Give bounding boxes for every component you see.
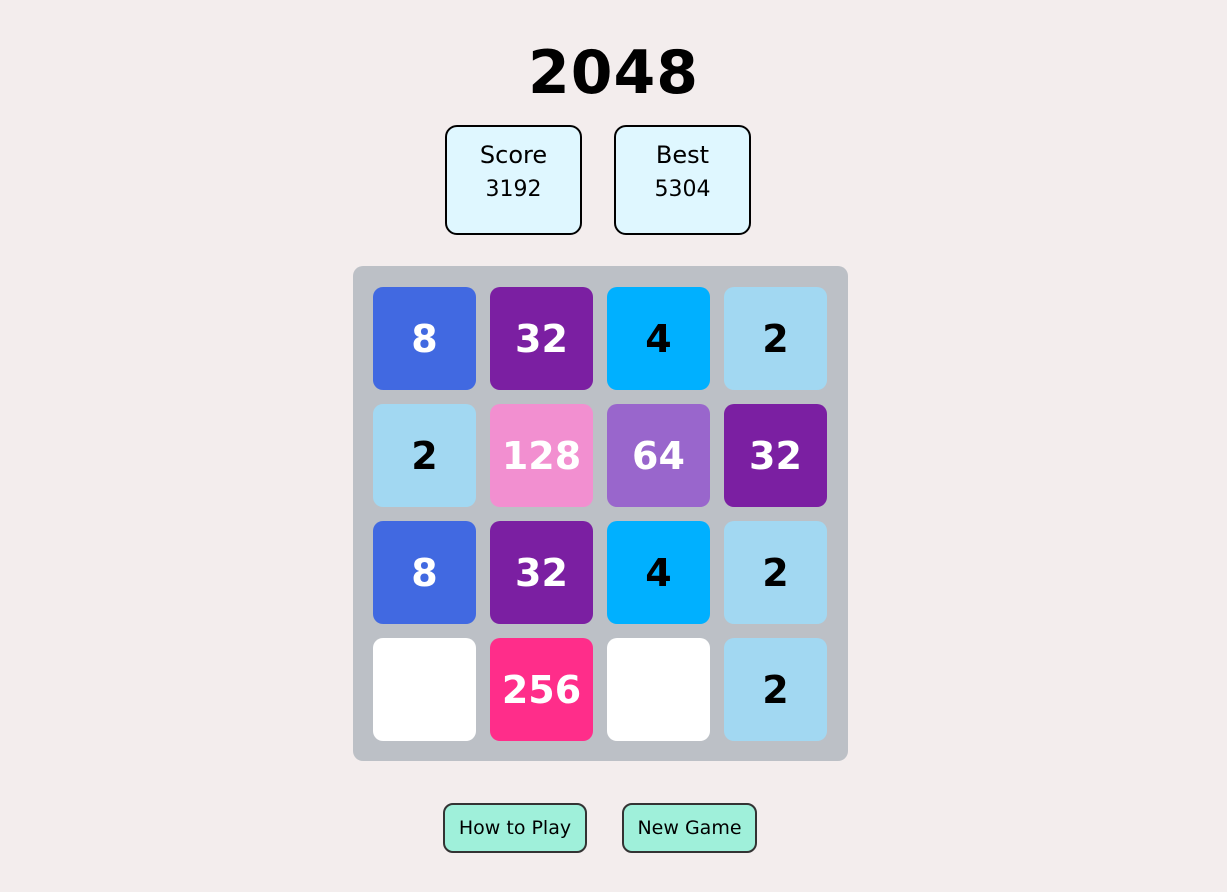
how-to-play-button[interactable]: How to Play	[443, 803, 587, 853]
tile-8: 8	[373, 287, 476, 390]
tile-256: 256	[490, 638, 593, 741]
tile-2: 2	[724, 638, 827, 741]
empty-tile	[373, 638, 476, 741]
empty-tile	[607, 638, 710, 741]
tile-32: 32	[490, 521, 593, 624]
score-label: Score	[479, 141, 548, 169]
game-board[interactable]: 8 32 4 2 2 128 64 32 8 32 4 2 256 2	[353, 266, 848, 761]
best-value: 5304	[654, 177, 711, 202]
best-box: Best 5304	[614, 125, 751, 235]
tile-2: 2	[724, 521, 827, 624]
tile-2: 2	[373, 404, 476, 507]
best-label: Best	[655, 141, 710, 169]
tile-64: 64	[607, 404, 710, 507]
new-game-button[interactable]: New Game	[622, 803, 757, 853]
tile-128: 128	[490, 404, 593, 507]
tile-2: 2	[724, 287, 827, 390]
tile-4: 4	[607, 521, 710, 624]
score-box: Score 3192	[445, 125, 582, 235]
tile-32: 32	[724, 404, 827, 507]
game-title: 2048	[528, 38, 699, 108]
tile-4: 4	[607, 287, 710, 390]
score-value: 3192	[485, 177, 542, 202]
tile-32: 32	[490, 287, 593, 390]
tile-8: 8	[373, 521, 476, 624]
